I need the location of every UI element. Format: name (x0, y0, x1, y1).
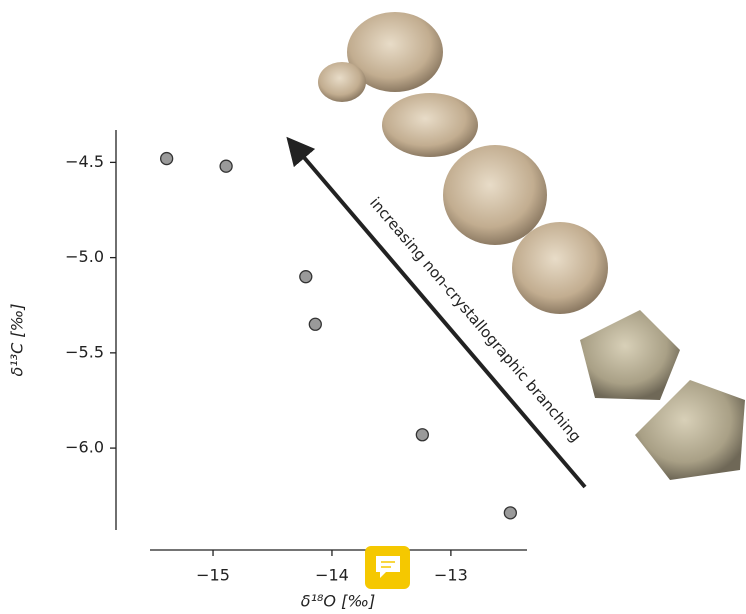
point (299, 270, 313, 284)
crystal-photos (318, 12, 745, 480)
y-axis-label: δ¹³C [‰] (8, 304, 27, 377)
arrow (286, 136, 587, 489)
y-tick-label: −6.0 (65, 438, 104, 457)
point (219, 159, 233, 173)
point (415, 428, 429, 442)
x-axis-label: δ¹⁸O [‰] (301, 592, 375, 611)
y-tick-label: −4.5 (65, 152, 104, 171)
point (503, 506, 518, 520)
point (159, 151, 174, 166)
point (308, 317, 322, 331)
x-tick-label: −15 (196, 566, 230, 585)
x-tick-label: −14 (315, 566, 349, 585)
y-tick-label: −5.0 (65, 247, 104, 266)
y-tick-label: −5.5 (65, 342, 104, 361)
comment-icon[interactable] (365, 546, 410, 589)
x-tick-label: −13 (434, 566, 468, 585)
